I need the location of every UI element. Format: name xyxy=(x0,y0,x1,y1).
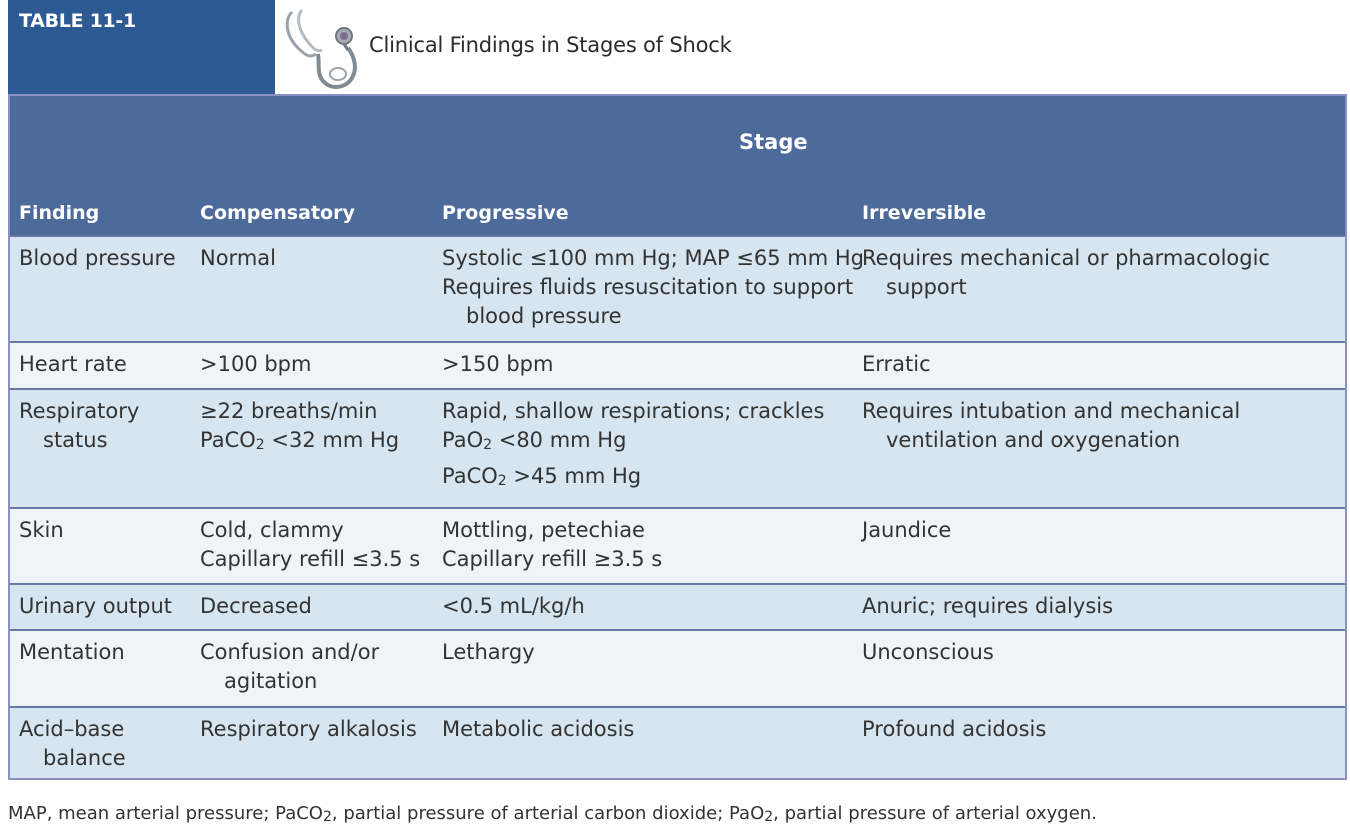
compensatory-cell: Normal xyxy=(200,246,276,270)
table-row: Heart rate >100 bpm >150 bpm Erratic xyxy=(10,341,1345,388)
progressive-cell: Systolic ≤100 mm Hg; MAP ≤65 mm Hg Requi… xyxy=(442,246,865,328)
finding-cell: Acid–base balance xyxy=(19,717,126,770)
progressive-cell: >150 bpm xyxy=(442,352,554,376)
stage-group-header: Stage xyxy=(739,130,808,154)
progressive-cell: Mottling, petechiae Capillary refill ≥3.… xyxy=(442,518,663,571)
compensatory-cell: Respiratory alkalosis xyxy=(200,717,417,741)
table-footnote: MAP, mean arterial pressure; PaCO2, part… xyxy=(8,803,1097,825)
col-header-progressive: Progressive xyxy=(442,202,569,224)
irreversible-cell: Erratic xyxy=(862,352,931,376)
irreversible-cell: Profound acidosis xyxy=(862,717,1047,741)
compensatory-cell: Decreased xyxy=(200,594,312,618)
table-title: Clinical Findings in Stages of Shock xyxy=(369,33,732,57)
irreversible-cell: Unconscious xyxy=(862,640,994,664)
table-row: Urinary output Decreased <0.5 mL/kg/h An… xyxy=(10,583,1345,629)
table-header: Stage Finding Compensatory Progressive I… xyxy=(10,96,1345,235)
compensatory-cell: Confusion and/or agitation xyxy=(200,640,380,693)
table-row: Skin Cold, clammy Capillary refill ≤3.5 … xyxy=(10,507,1345,583)
stethoscope-icon xyxy=(285,8,357,89)
table-row: Mentation Confusion and/or agitation Let… xyxy=(10,629,1345,706)
irreversible-cell: Jaundice xyxy=(862,518,952,542)
compensatory-cell: Cold, clammy Capillary refill ≤3.5 s xyxy=(200,518,421,571)
table-row: Blood pressure Normal Systolic ≤100 mm H… xyxy=(10,235,1345,341)
finding-cell: Heart rate xyxy=(19,352,127,376)
table-row: Acid–base balance Respiratory alkalosis … xyxy=(10,706,1345,778)
finding-cell: Mentation xyxy=(19,640,125,664)
col-header-irreversible: Irreversible xyxy=(862,202,987,224)
irreversible-cell: Requires mechanical or pharmacologic sup… xyxy=(862,246,1270,299)
finding-cell: Respiratory status xyxy=(19,399,140,452)
finding-cell: Skin xyxy=(19,518,64,542)
table-row: Respiratory status ≥22 breaths/min PaCO2… xyxy=(10,388,1345,507)
finding-cell: Blood pressure xyxy=(19,246,176,270)
progressive-cell: <0.5 mL/kg/h xyxy=(442,594,585,618)
progressive-cell: Rapid, shallow respirations; crackles Pa… xyxy=(442,399,825,489)
compensatory-cell: >100 bpm xyxy=(200,352,312,376)
col-header-finding: Finding xyxy=(19,202,100,224)
finding-cell: Urinary output xyxy=(19,594,173,618)
col-header-compensatory: Compensatory xyxy=(200,202,355,224)
progressive-cell: Lethargy xyxy=(442,640,535,664)
irreversible-cell: Requires intubation and mechanical venti… xyxy=(862,399,1241,452)
progressive-cell: Metabolic acidosis xyxy=(442,717,635,741)
table-number-label: TABLE 11-1 xyxy=(8,0,275,94)
shock-stages-table: Stage Finding Compensatory Progressive I… xyxy=(8,94,1347,780)
compensatory-cell: ≥22 breaths/min PaCO2 <32 mm Hg xyxy=(200,399,400,453)
irreversible-cell: Anuric; requires dialysis xyxy=(862,594,1114,618)
